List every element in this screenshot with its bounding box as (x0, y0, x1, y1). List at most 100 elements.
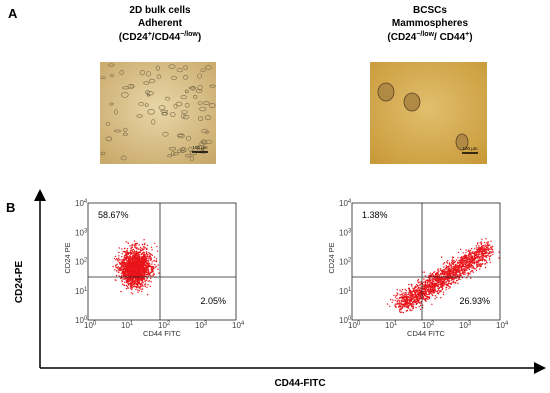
event (440, 278, 441, 279)
event (158, 272, 159, 273)
event (121, 266, 122, 267)
event (427, 296, 428, 297)
event (416, 284, 417, 285)
event (403, 312, 404, 313)
tick-exp: 4 (84, 199, 88, 205)
event (429, 282, 430, 283)
event (450, 275, 451, 276)
event (458, 252, 459, 253)
event (490, 246, 491, 247)
event (463, 265, 464, 266)
event (139, 283, 140, 284)
event (476, 247, 477, 248)
event (479, 257, 480, 258)
y-tick-label: 103 (339, 228, 352, 237)
event (410, 300, 411, 301)
event (411, 284, 412, 285)
event (469, 261, 470, 262)
event (459, 267, 460, 268)
event (138, 279, 139, 280)
event (135, 261, 136, 262)
event (119, 262, 120, 263)
event (434, 282, 435, 283)
event (450, 271, 451, 272)
event (470, 250, 471, 251)
event (429, 284, 430, 285)
event (445, 274, 446, 275)
event (158, 264, 159, 265)
event (417, 296, 418, 297)
event (132, 282, 133, 283)
event (115, 259, 116, 260)
event (151, 259, 152, 260)
event (460, 249, 461, 250)
event (417, 285, 418, 286)
event (132, 265, 133, 266)
event (468, 253, 469, 254)
event (443, 271, 444, 272)
y-tick-label: 101 (75, 287, 88, 296)
event (130, 257, 131, 258)
event (413, 304, 414, 305)
event (485, 244, 486, 245)
event (447, 278, 448, 279)
event (119, 269, 120, 270)
event (420, 281, 421, 282)
event (445, 281, 446, 282)
event (119, 259, 120, 260)
event (457, 265, 458, 266)
event (420, 284, 421, 285)
event (142, 257, 143, 258)
event (133, 286, 134, 287)
event (489, 258, 490, 259)
event (477, 256, 478, 257)
event (122, 269, 123, 270)
event (150, 286, 151, 287)
event (419, 298, 420, 299)
event (423, 286, 424, 287)
event (436, 277, 437, 278)
event (440, 268, 441, 269)
event (485, 253, 486, 254)
event (401, 308, 402, 309)
event (431, 294, 432, 295)
event (446, 265, 447, 266)
event (398, 307, 399, 308)
event (390, 299, 391, 300)
event (424, 287, 425, 288)
event (399, 309, 400, 310)
event (120, 291, 121, 292)
event (132, 274, 133, 275)
event (147, 294, 148, 295)
event (402, 293, 403, 294)
event (131, 252, 132, 253)
event (469, 269, 470, 270)
event (142, 286, 143, 287)
event (146, 263, 147, 264)
event (484, 260, 485, 261)
event (134, 240, 135, 241)
event (443, 294, 444, 295)
event (118, 255, 119, 256)
tick-exp: 3 (468, 321, 472, 327)
event (116, 270, 117, 271)
event (127, 270, 128, 271)
event (459, 265, 460, 266)
event (393, 295, 394, 296)
event (427, 299, 428, 300)
event (420, 305, 421, 306)
event (482, 247, 483, 248)
event (400, 305, 401, 306)
event (459, 279, 460, 280)
event (467, 265, 468, 266)
event (414, 288, 415, 289)
event (469, 263, 470, 264)
event (457, 283, 458, 284)
event (127, 250, 128, 251)
quadrant-percent: 58.67% (98, 210, 129, 220)
event (144, 246, 145, 247)
event (406, 299, 407, 300)
event (409, 293, 410, 294)
event (147, 267, 148, 268)
event (454, 277, 455, 278)
